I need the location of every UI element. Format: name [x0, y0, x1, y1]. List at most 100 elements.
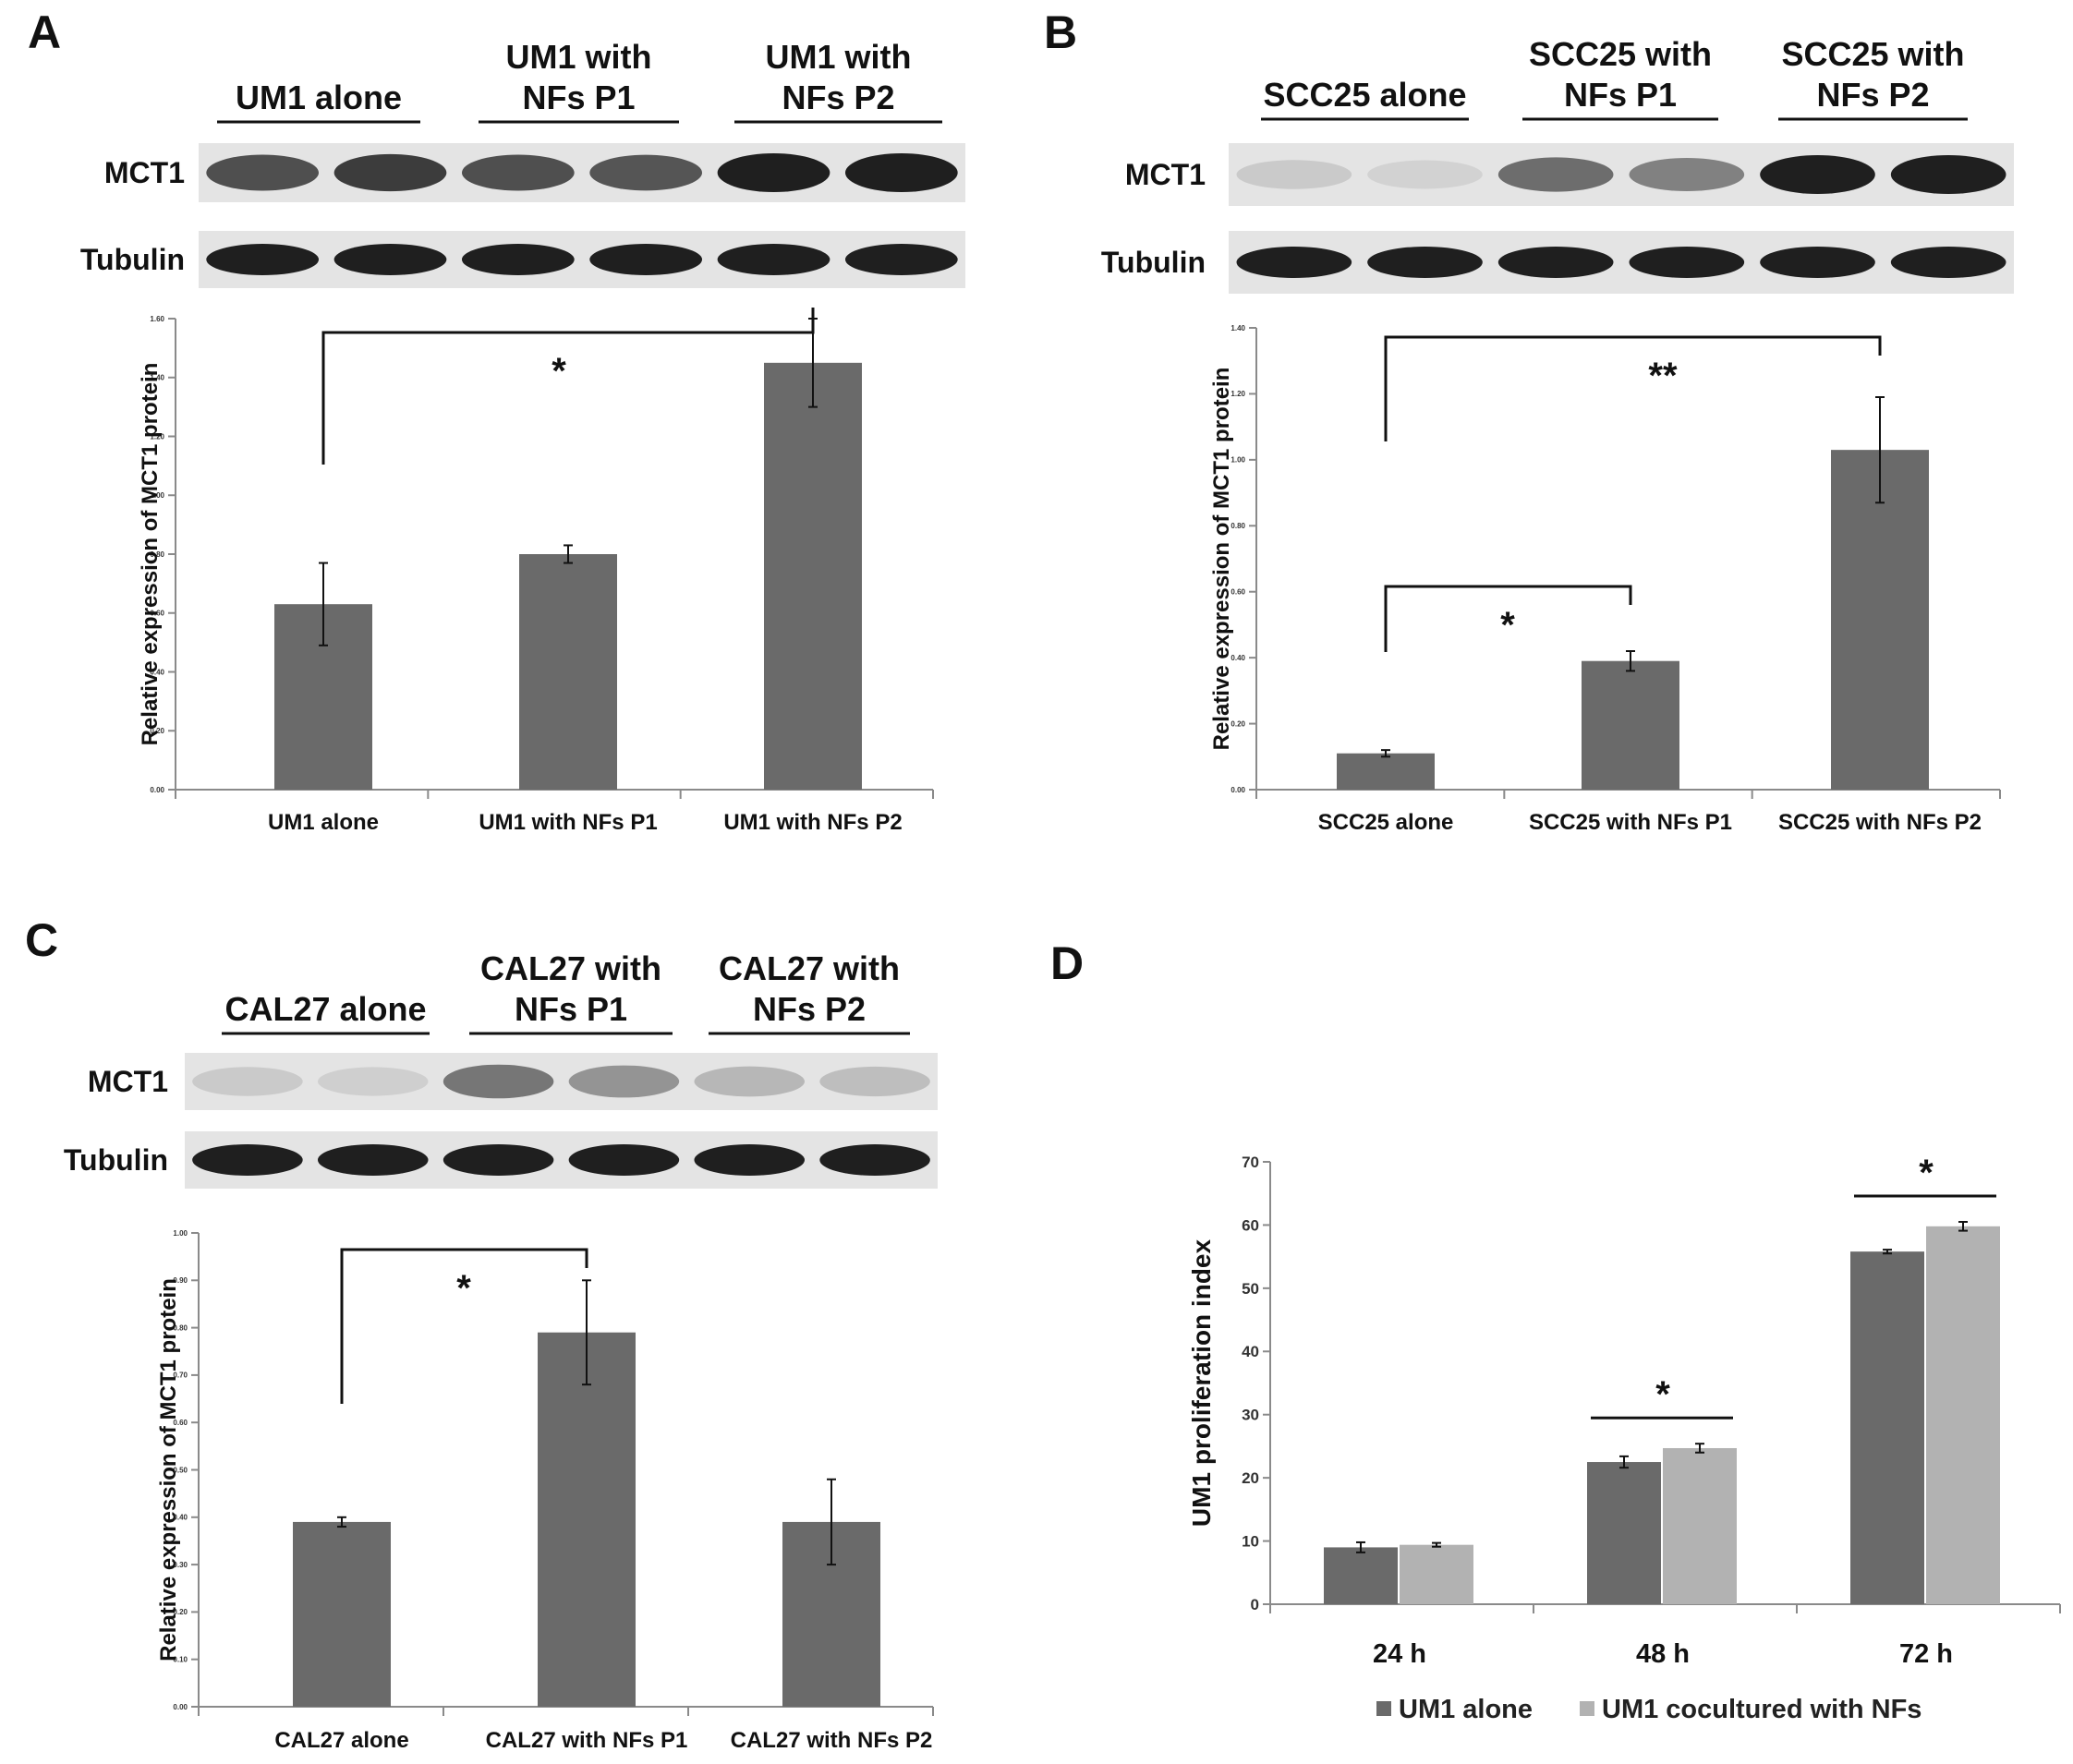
y-tick-label: 0.20: [1230, 719, 1245, 728]
blot-group-label: UM1 with: [766, 38, 912, 76]
y-tick-label: 0.00: [173, 1703, 188, 1711]
legend: UM1 alone UM1 cocultured with NFs: [1376, 1695, 1921, 1724]
x-category-label: CAL27 with NFs P1: [486, 1728, 688, 1753]
blot-band: [192, 1144, 303, 1176]
y-tick-label: 0.60: [1230, 588, 1245, 597]
blot-group-label: SCC25 with: [1529, 35, 1712, 73]
y-tick-label: 1.00: [150, 491, 164, 500]
panel-letter-a: A: [28, 6, 61, 58]
bar-um1-cocultured: [1400, 1544, 1473, 1604]
panel-letter-b: B: [1044, 6, 1077, 58]
blot-membrane: [185, 1131, 938, 1189]
legend-label: UM1 cocultured with NFs: [1602, 1695, 1921, 1724]
blot-row-label-mct1: MCT1: [1125, 158, 1206, 191]
bar: [764, 362, 862, 790]
y-tick-label: 0.30: [173, 1561, 188, 1569]
blot-band: [192, 1067, 303, 1096]
blot-membrane: [185, 1053, 938, 1110]
blot-band: [1629, 247, 1745, 278]
legend-swatch: [1376, 1701, 1391, 1716]
y-tick-label: 20: [1242, 1469, 1259, 1487]
y-tick-label: 1.20: [1230, 390, 1245, 398]
blot-band: [461, 154, 575, 191]
significance-asterisk: **: [1648, 356, 1678, 396]
blot-band: [317, 1067, 429, 1096]
blot-row-label-tubulin: Tubulin: [64, 1143, 168, 1177]
x-category-label: UM1 alone: [268, 810, 379, 835]
y-tick-label: 30: [1242, 1407, 1259, 1424]
significance-bracket: [1384, 585, 1632, 652]
blot-band: [442, 1144, 554, 1176]
blot-band: [1367, 247, 1483, 278]
y-tick-label: 0.90: [173, 1276, 188, 1285]
blot-group-label: NFs P1: [515, 990, 627, 1028]
blot-band: [1497, 157, 1614, 192]
bar: [293, 1521, 391, 1707]
chart-b: 0.00 0.20 0.40 0.60 0.80 1.00 1.20 1.40 Relative…: [1209, 324, 2001, 835]
bar: [1831, 450, 1929, 790]
y-axis-label: Relative expression of MCT1 protein: [156, 1278, 181, 1661]
blot-group-label: CAL27 alone: [224, 990, 426, 1028]
blot-band: [694, 1144, 806, 1176]
y-tick-label: 40: [1242, 1343, 1259, 1360]
chart-c: 0.00 0.10 0.20 0.30 0.40 0.50 0.60 0.70 0.80 0.90…: [156, 1229, 934, 1753]
blot-group-label: NFs P2: [782, 79, 894, 116]
x-category-label: 24 h: [1373, 1639, 1426, 1669]
blot-membrane: [199, 231, 965, 288]
blot-band: [819, 1144, 930, 1176]
blot-band: [1760, 247, 1875, 278]
y-tick-label: 1.20: [150, 432, 164, 441]
x-category-label: 72 h: [1899, 1639, 1953, 1669]
blot-group-label: UM1 with: [506, 38, 652, 76]
panel-letter-d: D: [1050, 937, 1084, 989]
x-category-label: UM1 with NFs P1: [479, 810, 657, 835]
blot-band: [844, 153, 958, 192]
blot-group-label: SCC25 alone: [1263, 76, 1466, 114]
y-tick-label: 0.80: [150, 550, 164, 559]
blot-row-label-tubulin: Tubulin: [1101, 246, 1206, 279]
y-tick-label: 0.20: [150, 727, 164, 735]
blot-row-label-tubulin: Tubulin: [80, 243, 185, 276]
x-category-label: SCC25 alone: [1318, 810, 1454, 835]
bar-um1-cocultured: [1926, 1226, 2000, 1604]
blot-band: [1760, 155, 1875, 194]
bar: [1337, 753, 1435, 790]
y-tick-label: 0.20: [173, 1608, 188, 1616]
y-tick-label: 1.60: [150, 315, 164, 323]
blot-group-label: NFs P2: [753, 990, 866, 1028]
blot-membrane: [199, 143, 965, 202]
blot-band: [1236, 160, 1352, 189]
x-category-label: 48 h: [1636, 1639, 1690, 1669]
blot-group-label: NFs P1: [522, 79, 635, 116]
y-tick-label: 50: [1242, 1280, 1259, 1298]
blot-group-label: UM1 alone: [236, 79, 402, 116]
y-tick-label: 60: [1242, 1216, 1259, 1234]
significance-bracket: [321, 308, 815, 465]
bar: [519, 554, 617, 790]
blot-band: [1497, 247, 1614, 278]
y-tick-label: 0.00: [1230, 786, 1245, 794]
y-tick-label: 0.50: [173, 1466, 188, 1474]
y-tick-label: 0.60: [150, 610, 164, 618]
blot-band: [694, 1066, 806, 1097]
blot-band: [819, 1066, 930, 1097]
legend-swatch: [1580, 1701, 1594, 1716]
y-tick-label: 0: [1251, 1596, 1259, 1613]
y-tick-label: 0.70: [173, 1371, 188, 1380]
blot-band: [568, 1065, 680, 1098]
significance-asterisk: *: [552, 351, 566, 392]
y-tick-label: 0.40: [1230, 654, 1245, 662]
legend-label: UM1 alone: [1399, 1695, 1533, 1724]
blot-membrane: [1229, 143, 2014, 206]
bar-um1-alone: [1324, 1547, 1398, 1604]
significance-bracket: [1384, 335, 1882, 441]
bar-um1-alone: [1850, 1251, 1924, 1604]
bar: [538, 1332, 636, 1707]
chart-a: 0.00 0.20 0.40 0.60 0.80 1.00 1.20 1.40 1.60 Rela…: [138, 308, 934, 835]
y-tick-label: 0.40: [150, 668, 164, 676]
y-tick-label: 0.80: [173, 1323, 188, 1332]
significance-asterisk: *: [1500, 605, 1515, 646]
bar-um1-cocultured: [1663, 1447, 1737, 1604]
